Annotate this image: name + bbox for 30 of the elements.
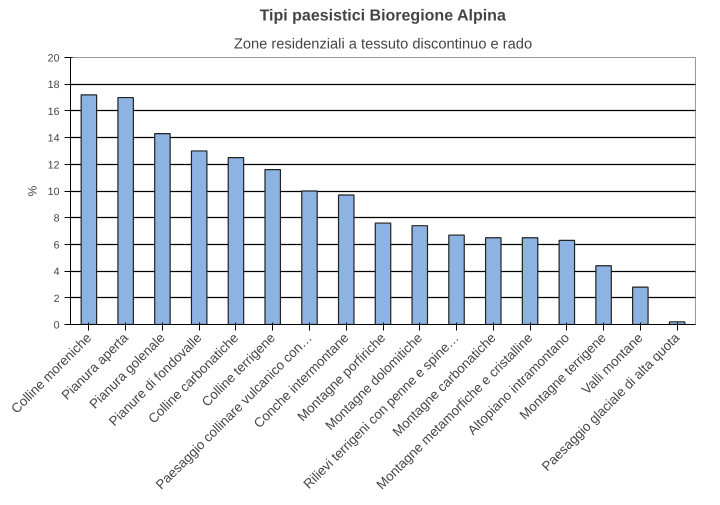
y-tick-label: 12 <box>48 159 60 172</box>
y-tick-label: 0 <box>54 320 60 332</box>
bar <box>595 265 612 324</box>
y-tick-label: 10 <box>48 186 60 198</box>
bar <box>301 190 318 324</box>
y-tick-label: 20 <box>48 52 60 64</box>
bar <box>411 225 428 324</box>
y-tick-label: 2 <box>54 292 60 305</box>
bar <box>374 222 392 324</box>
bar <box>264 169 282 324</box>
bar <box>154 132 171 324</box>
y-tick-label: 8 <box>54 212 60 225</box>
bar <box>484 237 502 324</box>
y-tick-label: 18 <box>48 79 60 92</box>
y-axis-title: % <box>26 185 40 196</box>
chart-subtitle: Zone residenziali a tessuto discontinuo e rado <box>234 36 532 52</box>
bar <box>558 240 576 324</box>
bar <box>80 94 98 324</box>
bar <box>632 286 649 324</box>
y-tick-label: 4 <box>54 266 60 278</box>
bar <box>522 237 538 324</box>
y-tick-label: 6 <box>54 239 60 252</box>
bar <box>448 234 465 324</box>
bar <box>117 96 134 324</box>
chart-title: Tipi paesistici Bioregione Alpina <box>260 8 506 24</box>
bar <box>338 194 355 324</box>
bar <box>190 150 208 324</box>
y-tick-label: 14 <box>48 132 60 145</box>
bar <box>228 157 244 324</box>
y-tick-label: 16 <box>48 106 60 118</box>
